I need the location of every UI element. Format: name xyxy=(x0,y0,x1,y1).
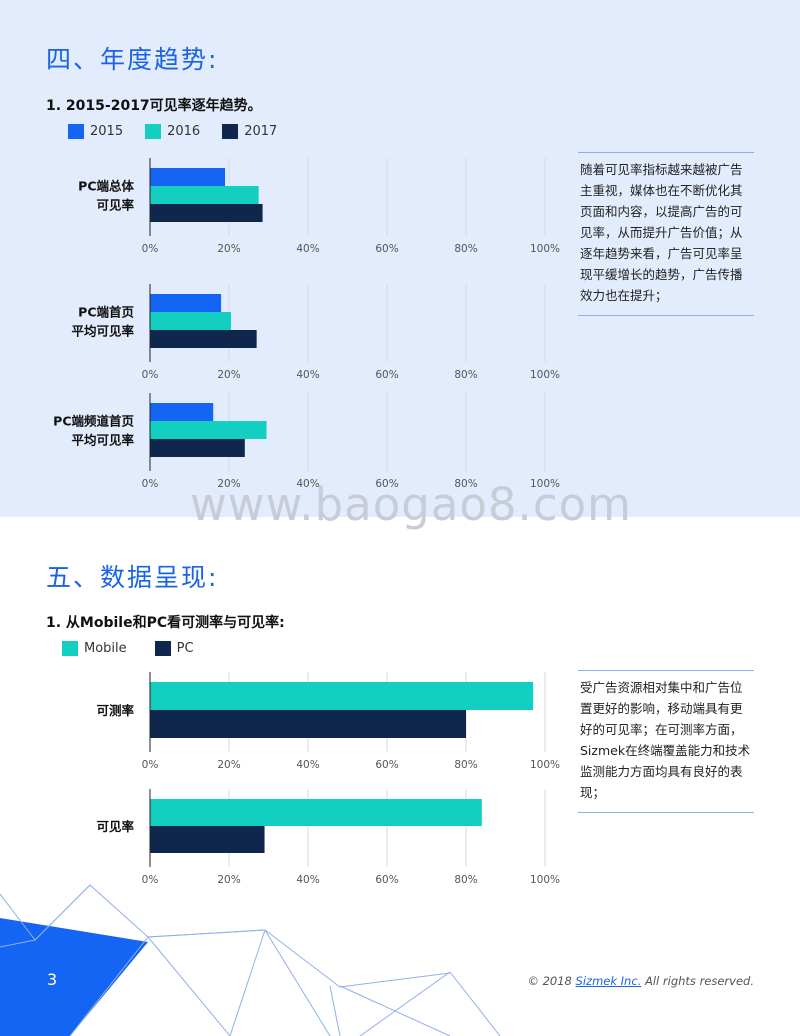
blue-triangle-shape xyxy=(0,918,148,1036)
legend-item-2016: 2016 xyxy=(145,124,200,139)
legend-label: 2017 xyxy=(244,124,278,139)
category-label: 平均可见率 xyxy=(71,324,134,339)
note-mobile-vs-pc: 受广告资源相对集中和广告位置更好的影响，移动端具有更好的可见率；在可测率方面，S… xyxy=(578,670,754,813)
category-label: PC端总体 xyxy=(78,179,134,194)
x-tick-label: 100% xyxy=(530,369,560,381)
legend-item-mobile: Mobile xyxy=(62,641,127,656)
bar-2017 xyxy=(150,330,257,348)
bar-2015 xyxy=(150,403,214,421)
bar-mobile xyxy=(150,799,482,826)
bar-2016 xyxy=(150,186,259,204)
legend-label: PC xyxy=(176,641,194,656)
copyright-prefix: © 2018 xyxy=(527,974,576,988)
x-tick-label: 100% xyxy=(530,478,560,490)
x-tick-label: 40% xyxy=(296,243,319,255)
x-tick-label: 100% xyxy=(530,874,560,886)
legend-swatch xyxy=(222,124,239,139)
page-number: 3 xyxy=(47,970,58,989)
legend-item-2015: 2015 xyxy=(68,124,123,139)
section-5-title: 五、数据呈现: xyxy=(46,563,219,592)
top-section-background xyxy=(0,0,800,517)
triangle-grid-lines xyxy=(0,884,501,1036)
bar-2017 xyxy=(150,439,245,457)
x-tick-label: 60% xyxy=(375,874,398,886)
chart-1-legend: 2015 2016 2017 xyxy=(68,124,299,139)
bar-2017 xyxy=(150,204,263,222)
category-label: 可测率 xyxy=(96,703,134,718)
x-tick-label: 0% xyxy=(142,478,159,490)
bar-mobile xyxy=(150,682,534,710)
section-4-title: 四、年度趋势: xyxy=(46,45,219,74)
bar-2016 xyxy=(150,421,267,439)
x-tick-label: 40% xyxy=(296,478,319,490)
x-tick-label: 20% xyxy=(217,759,240,771)
legend-swatch xyxy=(68,124,84,139)
x-tick-label: 100% xyxy=(530,243,560,255)
x-tick-label: 20% xyxy=(217,478,240,490)
legend-swatch xyxy=(62,641,78,656)
copyright: © 2018 Sizmek Inc. All rights reserved. xyxy=(527,974,754,988)
x-tick-label: 60% xyxy=(375,369,398,381)
x-tick-label: 60% xyxy=(375,243,398,255)
legend-swatch xyxy=(145,124,162,139)
category-label: PC端频道首页 xyxy=(53,414,134,429)
x-tick-label: 20% xyxy=(217,243,240,255)
chart-2-legend: Mobile PC xyxy=(62,641,216,656)
x-tick-label: 60% xyxy=(375,759,398,771)
x-tick-label: 20% xyxy=(217,874,240,886)
brand-link[interactable]: Sizmek Inc. xyxy=(575,974,642,988)
bar-pc xyxy=(150,710,466,738)
bar-2016 xyxy=(150,312,231,330)
legend-item-pc: PC xyxy=(154,641,194,656)
x-tick-label: 0% xyxy=(142,759,159,771)
x-tick-label: 80% xyxy=(454,243,477,255)
x-tick-label: 100% xyxy=(530,759,560,771)
x-tick-label: 40% xyxy=(296,759,319,771)
x-tick-label: 40% xyxy=(296,874,319,886)
bar-pc xyxy=(150,826,265,853)
watermark: www.baogao8.com xyxy=(190,478,632,531)
x-tick-label: 80% xyxy=(454,478,477,490)
legend-label: 2015 xyxy=(90,124,124,139)
x-tick-label: 20% xyxy=(217,369,240,381)
bar-2015 xyxy=(150,168,226,186)
x-tick-label: 80% xyxy=(454,874,477,886)
bar-2015 xyxy=(150,294,222,312)
section-5-subtitle: 1. 从Mobile和PC看可测率与可见率: xyxy=(46,615,285,631)
category-label: PC端首页 xyxy=(78,305,134,320)
legend-item-2017: 2017 xyxy=(222,124,277,139)
copyright-suffix: All rights reserved. xyxy=(641,974,754,988)
x-tick-label: 80% xyxy=(454,369,477,381)
x-tick-label: 80% xyxy=(454,759,477,771)
section-4-subtitle: 1. 2015-2017可见率逐年趋势。 xyxy=(46,98,262,114)
x-tick-label: 0% xyxy=(142,874,159,886)
x-tick-label: 40% xyxy=(296,369,319,381)
category-label: 可见率 xyxy=(96,819,134,834)
legend-label: 2016 xyxy=(167,124,201,139)
legend-swatch xyxy=(154,641,171,656)
x-tick-label: 0% xyxy=(142,369,159,381)
x-tick-label: 0% xyxy=(142,243,159,255)
note-annual-trend: 随着可见率指标越来越被广告主重视，媒体也在不断优化其页面和内容，以提高广告的可见… xyxy=(578,152,754,316)
decorative-triangles xyxy=(0,884,501,1036)
category-label: 平均可见率 xyxy=(71,433,134,448)
category-label: 可见率 xyxy=(96,198,134,213)
x-tick-label: 60% xyxy=(375,478,398,490)
legend-label: Mobile xyxy=(84,641,127,656)
